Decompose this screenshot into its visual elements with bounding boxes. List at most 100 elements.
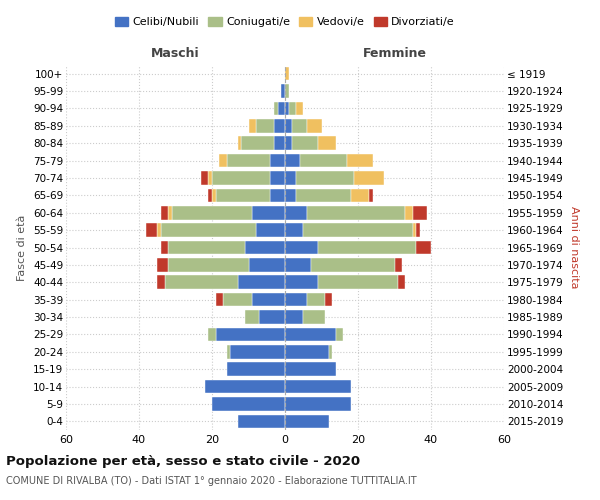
Bar xyxy=(296,188,350,202)
Bar xyxy=(285,154,299,168)
Bar xyxy=(212,188,215,202)
Bar xyxy=(259,310,285,324)
Bar xyxy=(318,240,416,254)
Bar xyxy=(285,102,289,115)
Legend: Celibi/Nubili, Coniugati/e, Vedovi/e, Divorziati/e: Celibi/Nubili, Coniugati/e, Vedovi/e, Di… xyxy=(110,12,460,32)
Bar xyxy=(212,171,271,185)
Bar xyxy=(230,345,285,358)
Y-axis label: Fasce di età: Fasce di età xyxy=(17,214,28,280)
Bar xyxy=(248,119,256,132)
Bar xyxy=(299,154,347,168)
Bar xyxy=(347,154,373,168)
Bar xyxy=(205,380,285,394)
Bar xyxy=(252,206,285,220)
Bar xyxy=(289,102,296,115)
Bar xyxy=(252,293,285,306)
Bar xyxy=(413,224,416,237)
Bar xyxy=(215,188,271,202)
Bar xyxy=(248,258,285,272)
Bar xyxy=(161,224,256,237)
Bar xyxy=(398,276,406,289)
Bar xyxy=(285,171,296,185)
Bar xyxy=(285,414,329,428)
Bar xyxy=(271,188,285,202)
Bar xyxy=(238,414,285,428)
Bar xyxy=(336,328,343,341)
Bar xyxy=(285,310,303,324)
Bar xyxy=(285,397,350,410)
Bar xyxy=(172,206,252,220)
Bar xyxy=(406,206,413,220)
Bar xyxy=(161,240,168,254)
Bar xyxy=(285,380,350,394)
Bar xyxy=(307,206,406,220)
Bar xyxy=(285,188,296,202)
Bar xyxy=(329,345,332,358)
Bar xyxy=(215,293,223,306)
Bar xyxy=(256,224,285,237)
Bar xyxy=(325,293,332,306)
Bar xyxy=(208,328,215,341)
Bar xyxy=(208,171,212,185)
Text: Popolazione per età, sesso e stato civile - 2020: Popolazione per età, sesso e stato civil… xyxy=(6,455,360,468)
Bar xyxy=(285,119,292,132)
Bar xyxy=(285,328,336,341)
Bar xyxy=(245,240,285,254)
Bar xyxy=(285,136,292,150)
Bar xyxy=(285,240,318,254)
Bar xyxy=(241,136,274,150)
Bar xyxy=(157,276,164,289)
Bar xyxy=(413,206,427,220)
Bar xyxy=(274,136,285,150)
Bar xyxy=(350,188,369,202)
Bar xyxy=(238,136,241,150)
Bar xyxy=(307,119,322,132)
Bar xyxy=(285,224,303,237)
Bar xyxy=(395,258,402,272)
Y-axis label: Anni di nascita: Anni di nascita xyxy=(569,206,579,289)
Bar xyxy=(307,293,325,306)
Bar xyxy=(256,119,274,132)
Bar xyxy=(285,258,311,272)
Bar xyxy=(271,154,285,168)
Bar xyxy=(201,171,208,185)
Bar xyxy=(285,293,307,306)
Bar xyxy=(285,67,289,80)
Bar xyxy=(416,224,420,237)
Bar xyxy=(303,224,413,237)
Bar xyxy=(278,102,285,115)
Bar xyxy=(318,276,398,289)
Bar xyxy=(311,258,395,272)
Bar xyxy=(274,119,285,132)
Bar xyxy=(168,206,172,220)
Bar xyxy=(164,276,238,289)
Bar xyxy=(245,310,259,324)
Text: Maschi: Maschi xyxy=(151,47,200,60)
Bar xyxy=(223,293,252,306)
Bar xyxy=(238,276,285,289)
Bar xyxy=(271,171,285,185)
Bar xyxy=(355,171,383,185)
Bar xyxy=(161,206,168,220)
Bar xyxy=(416,240,431,254)
Bar xyxy=(285,206,307,220)
Bar xyxy=(285,84,289,98)
Bar xyxy=(215,328,285,341)
Bar xyxy=(168,258,248,272)
Bar xyxy=(292,119,307,132)
Bar xyxy=(281,84,285,98)
Bar xyxy=(208,188,212,202)
Bar xyxy=(285,276,318,289)
Bar xyxy=(303,310,325,324)
Bar xyxy=(274,102,278,115)
Bar xyxy=(227,154,271,168)
Bar xyxy=(157,224,161,237)
Bar xyxy=(146,224,157,237)
Bar xyxy=(285,362,336,376)
Text: COMUNE DI RIVALBA (TO) - Dati ISTAT 1° gennaio 2020 - Elaborazione TUTTITALIA.IT: COMUNE DI RIVALBA (TO) - Dati ISTAT 1° g… xyxy=(6,476,416,486)
Bar xyxy=(369,188,373,202)
Bar xyxy=(292,136,318,150)
Bar xyxy=(318,136,336,150)
Bar xyxy=(212,397,285,410)
Bar xyxy=(227,362,285,376)
